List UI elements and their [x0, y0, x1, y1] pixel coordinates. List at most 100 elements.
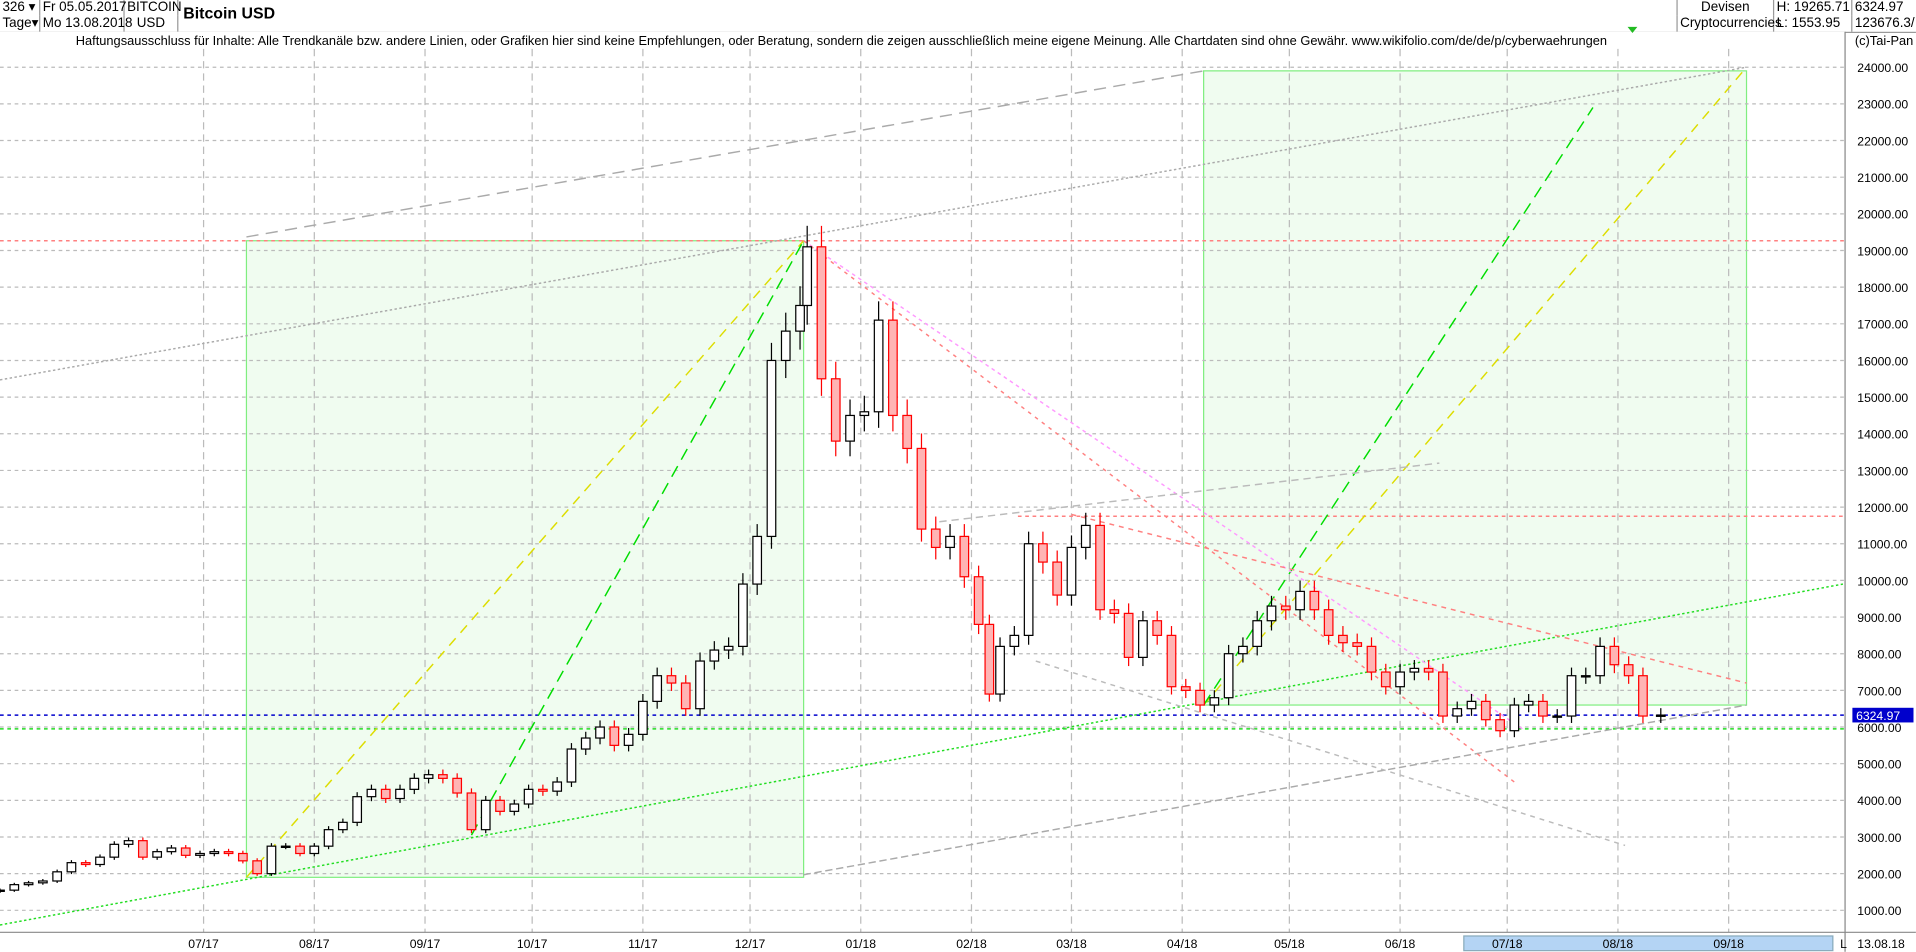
candle[interactable]	[873, 319, 884, 413]
candle[interactable]	[1623, 664, 1634, 677]
candle[interactable]	[223, 851, 234, 855]
candle[interactable]	[1452, 708, 1463, 717]
candle[interactable]	[437, 774, 448, 779]
candle[interactable]	[1223, 653, 1234, 699]
candle[interactable]	[0, 889, 5, 892]
candle[interactable]	[580, 737, 591, 750]
candle[interactable]	[973, 576, 984, 626]
candle[interactable]	[252, 860, 263, 875]
candle[interactable]	[337, 821, 348, 831]
candle[interactable]	[1366, 645, 1377, 673]
candle[interactable]	[509, 803, 520, 812]
candle[interactable]	[795, 304, 805, 332]
trend-line[interactable]	[803, 240, 1515, 783]
candle[interactable]	[1266, 605, 1277, 622]
candle[interactable]	[309, 845, 320, 855]
candle[interactable]	[780, 330, 791, 362]
candle[interactable]	[816, 246, 827, 380]
candle[interactable]	[1595, 645, 1605, 677]
candle[interactable]	[666, 675, 677, 684]
candle[interactable]	[1380, 671, 1391, 688]
candle[interactable]	[984, 623, 995, 695]
candle[interactable]	[1038, 543, 1048, 563]
candle[interactable]	[1095, 524, 1105, 611]
candle[interactable]	[1295, 590, 1305, 611]
candle[interactable]	[495, 799, 505, 812]
candle[interactable]	[738, 583, 748, 647]
candle[interactable]	[1152, 620, 1163, 636]
candle[interactable]	[352, 796, 363, 823]
trend-line[interactable]	[1203, 107, 1594, 706]
candle[interactable]	[1566, 675, 1577, 717]
candle[interactable]	[652, 675, 663, 702]
candle[interactable]	[845, 414, 855, 442]
candle[interactable]	[52, 871, 63, 882]
candle[interactable]	[480, 799, 491, 831]
candle[interactable]	[1066, 546, 1077, 596]
candle[interactable]	[95, 856, 105, 866]
candle[interactable]	[209, 851, 220, 855]
candle[interactable]	[66, 862, 77, 873]
trend-line[interactable]	[803, 704, 1747, 876]
candle[interactable]	[766, 359, 777, 538]
candle[interactable]	[1409, 667, 1420, 673]
candle[interactable]	[566, 748, 577, 783]
candle[interactable]	[1423, 667, 1434, 673]
candle[interactable]	[123, 840, 134, 845]
trend-line[interactable]	[1071, 513, 1747, 684]
trend-line[interactable]	[939, 462, 1440, 523]
candle[interactable]	[1195, 689, 1205, 706]
candle[interactable]	[930, 528, 941, 549]
candle[interactable]	[830, 378, 841, 442]
candle[interactable]	[166, 847, 177, 853]
candle[interactable]	[109, 843, 120, 858]
candle[interactable]	[1280, 605, 1291, 611]
candle[interactable]	[1438, 671, 1448, 717]
trend-line[interactable]	[1203, 66, 1748, 706]
candle[interactable]	[709, 649, 720, 662]
candle[interactable]	[902, 414, 913, 450]
candle[interactable]	[537, 788, 548, 792]
candle[interactable]	[23, 882, 34, 886]
candle[interactable]	[423, 774, 434, 779]
candle[interactable]	[1166, 634, 1177, 688]
scroll-marker[interactable]: L	[1840, 937, 1847, 951]
candle[interactable]	[623, 733, 634, 746]
candle[interactable]	[609, 726, 620, 746]
trend-line[interactable]	[246, 70, 1204, 238]
candle[interactable]	[595, 726, 605, 739]
candle[interactable]	[995, 645, 1005, 695]
candle[interactable]	[1480, 700, 1491, 721]
candle[interactable]	[752, 535, 763, 585]
candle[interactable]	[888, 319, 898, 417]
candle[interactable]	[180, 847, 191, 856]
candle[interactable]	[552, 781, 563, 792]
trend-line[interactable]	[245, 240, 805, 878]
candle[interactable]	[295, 845, 305, 855]
candle[interactable]	[1138, 620, 1148, 658]
candle[interactable]	[959, 535, 970, 578]
candle[interactable]	[1323, 609, 1334, 636]
candle[interactable]	[452, 777, 463, 794]
candle[interactable]	[80, 862, 91, 866]
candle[interactable]	[1123, 612, 1134, 658]
candle[interactable]	[1509, 704, 1520, 732]
candle[interactable]	[1638, 675, 1648, 717]
candle[interactable]	[380, 788, 391, 800]
candle[interactable]	[1338, 634, 1348, 644]
candle[interactable]	[366, 788, 377, 798]
scrollbar-thumb[interactable]	[1463, 935, 1834, 952]
candle[interactable]	[1023, 543, 1034, 636]
candle[interactable]	[680, 682, 691, 710]
candle[interactable]	[1352, 642, 1363, 647]
candle[interactable]	[1238, 645, 1248, 655]
candle[interactable]	[1209, 697, 1220, 706]
candle[interactable]	[195, 852, 205, 856]
candle[interactable]	[1655, 714, 1666, 717]
trend-line[interactable]	[803, 240, 1526, 732]
candle[interactable]	[1309, 590, 1320, 611]
candle[interactable]	[859, 411, 870, 417]
candle[interactable]	[1052, 561, 1063, 596]
candle[interactable]	[1080, 524, 1091, 549]
